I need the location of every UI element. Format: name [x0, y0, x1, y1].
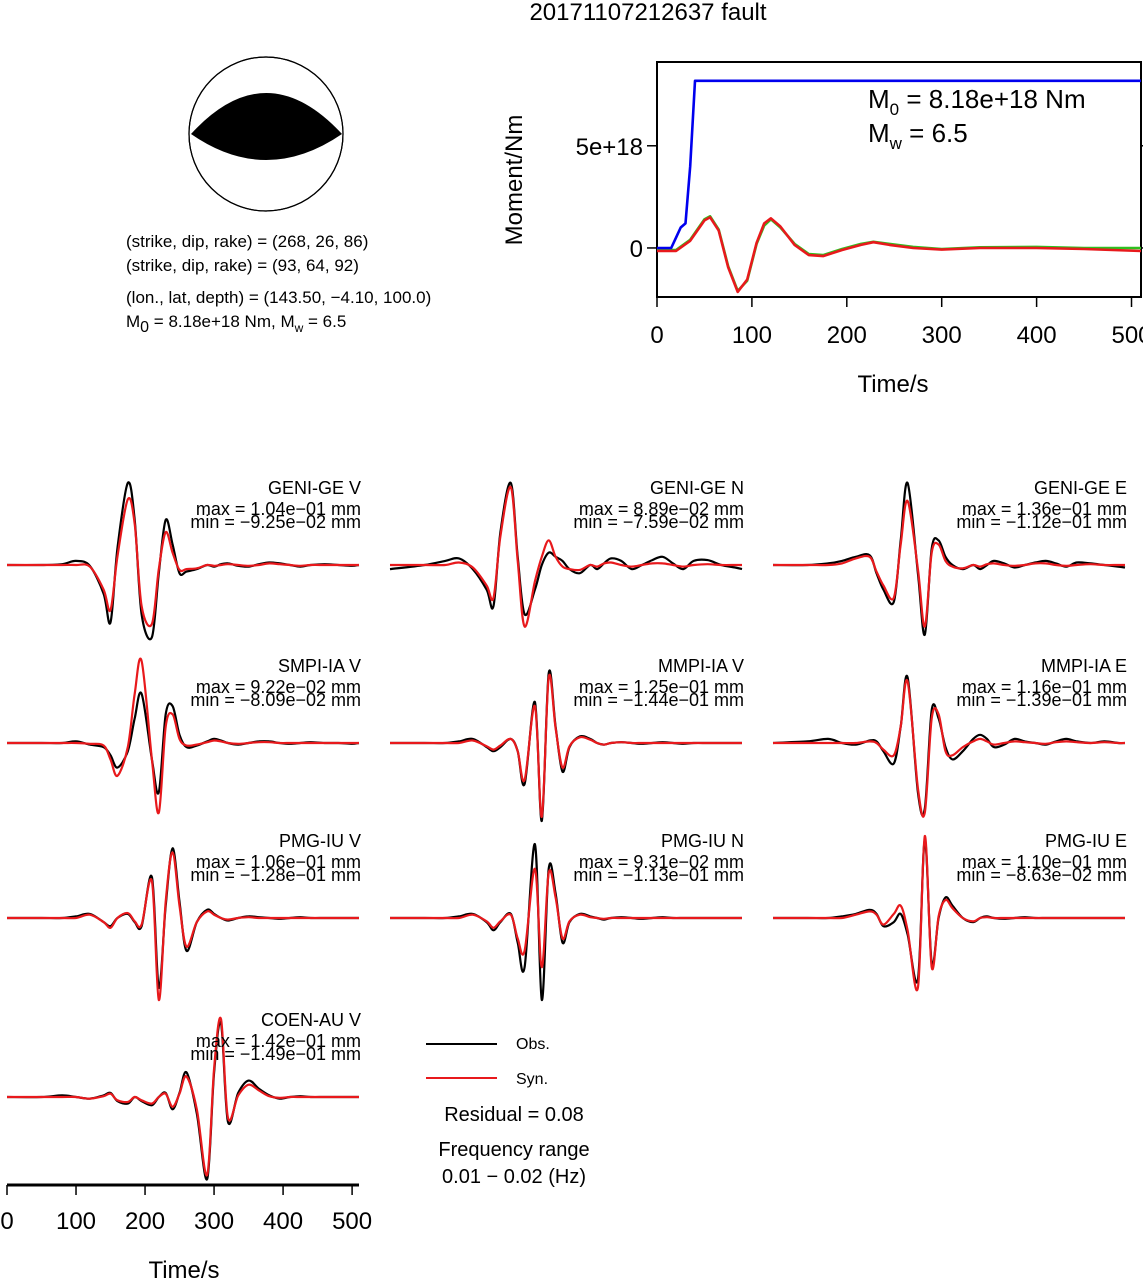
- synthetic-trace: [7, 851, 359, 1002]
- waveform-xtick-label: 300: [194, 1208, 234, 1235]
- moment-ytick-label: 0: [630, 236, 643, 263]
- synthetic-trace: [389, 485, 742, 628]
- mechanism-plane-1: (strike, dip, rake) = (268, 26, 86): [126, 232, 368, 251]
- waveform-xtick-label: 100: [56, 1208, 96, 1235]
- moment-summary-text: M0 = 8.18e+18 Nm, Mw = 6.5: [126, 312, 346, 336]
- synthetic-trace: [773, 678, 1126, 818]
- beachball: [188, 56, 344, 212]
- station-min: min = −8.63e−02 mm: [956, 865, 1127, 885]
- moment-xtick-label: 0: [650, 322, 663, 349]
- station-min: min = −7.59e−02 mm: [573, 512, 744, 532]
- legend-obs-label: Obs.: [516, 1036, 550, 1053]
- legend: Obs. Syn. Residual = 0.08 Frequency rang…: [426, 1036, 590, 1188]
- station-max: max = 1.42e−01 mm: [196, 1031, 361, 1051]
- station-min: min = −9.25e−02 mm: [190, 512, 361, 532]
- waveform-xtick-label: 400: [263, 1208, 303, 1235]
- station-name: PMG-IU E: [1045, 831, 1127, 851]
- waveform-xlabel: Time/s: [148, 1257, 219, 1281]
- frequency-range-label: Frequency range: [438, 1139, 589, 1161]
- station-max: max = 8.89e−02 mm: [579, 499, 744, 519]
- station-name: PMG-IU V: [279, 831, 361, 851]
- figure-title: 20171107212637 fault: [529, 0, 766, 26]
- station-min: min = −1.39e−01 mm: [956, 690, 1127, 710]
- synthetic-trace: [7, 1016, 359, 1177]
- station-name: MMPI-IA E: [1041, 656, 1127, 676]
- moment-xtick-label: 500: [1111, 322, 1143, 349]
- station-name: GENI-GE N: [650, 478, 744, 498]
- station-min: min = −1.13e−01 mm: [573, 865, 744, 885]
- synthetic-trace: [390, 673, 742, 818]
- station-max: max = 1.10e−01 mm: [962, 852, 1127, 872]
- residual-text: Residual = 0.08: [444, 1104, 584, 1126]
- synthetic-trace: [6, 497, 359, 628]
- frequency-range-value: 0.01 − 0.02 (Hz): [442, 1166, 586, 1188]
- moment-plot: 0 100 200 300 400 500 0 5e+18 M0 = 8.18e+18 Nm…: [501, 61, 1143, 398]
- moment-mw-label: Mw = 6.5: [868, 118, 968, 153]
- station-min: min = −1.28e−01 mm: [190, 865, 361, 885]
- station-name: MMPI-IA V: [658, 656, 744, 676]
- station-max: max = 1.16e−01 mm: [962, 677, 1127, 697]
- moment-plot-frame: [656, 61, 1142, 298]
- moment-ytick-label: 5e+18: [576, 134, 643, 161]
- waveform-xtick-label: 500: [332, 1208, 372, 1235]
- moment-xlabel: Time/s: [857, 371, 928, 398]
- station-name: GENI-GE E: [1034, 478, 1127, 498]
- beachball-compressional-quadrant: [191, 93, 342, 160]
- moment-m0-label: M0 = 8.18e+18 Nm: [868, 84, 1086, 119]
- moment-series-moment-rate-synthetic-: [657, 216, 1142, 294]
- synthetic-trace: [390, 867, 742, 969]
- moment-xtick-label: 100: [732, 322, 772, 349]
- station-max: max = 1.04e−01 mm: [196, 499, 361, 519]
- station-max: max = 1.36e−01 mm: [962, 499, 1127, 519]
- station-max: max = 1.25e−01 mm: [579, 677, 744, 697]
- synthetic-trace: [7, 657, 359, 815]
- waveform-x-axis: 0 100 200 300 400 500 Time/s: [0, 1183, 372, 1281]
- hypocenter-text: (lon., lat, depth) = (143.50, −4.10, 100…: [126, 288, 431, 307]
- legend-syn-label: Syn.: [516, 1071, 548, 1088]
- station-max: max = 9.22e−02 mm: [196, 677, 361, 697]
- station-max: max = 1.06e−01 mm: [196, 852, 361, 872]
- synthetic-trace: [772, 499, 1125, 628]
- moment-series-cumulative-moment: [657, 79, 1141, 250]
- moment-series-moment-rate-scaled-: [657, 215, 1141, 293]
- mechanism-plane-2: (strike, dip, rake) = (93, 64, 92): [126, 256, 359, 275]
- moment-xtick-label: 200: [827, 322, 867, 349]
- moment-ylabel: Moment/Nm: [501, 115, 528, 246]
- station-min: min = −1.12e−01 mm: [956, 512, 1127, 532]
- synthetic-trace: [773, 834, 1125, 992]
- station-name: GENI-GE V: [268, 478, 361, 498]
- observed-trace: [772, 674, 1126, 817]
- station-name: COEN-AU V: [261, 1010, 361, 1030]
- waveform-xtick-label: 0: [0, 1208, 13, 1235]
- station-max: max = 9.31e−02 mm: [579, 852, 744, 872]
- station-name: PMG-IU N: [661, 831, 744, 851]
- station-min: min = −1.49e−01 mm: [190, 1044, 361, 1064]
- waveform-xtick-label: 200: [125, 1208, 165, 1235]
- station-name: SMPI-IA V: [278, 656, 361, 676]
- station-min: min = −8.09e−02 mm: [190, 690, 361, 710]
- moment-xtick-label: 400: [1017, 322, 1057, 349]
- moment-xtick-label: 300: [922, 322, 962, 349]
- station-min: min = −1.44e−01 mm: [573, 690, 744, 710]
